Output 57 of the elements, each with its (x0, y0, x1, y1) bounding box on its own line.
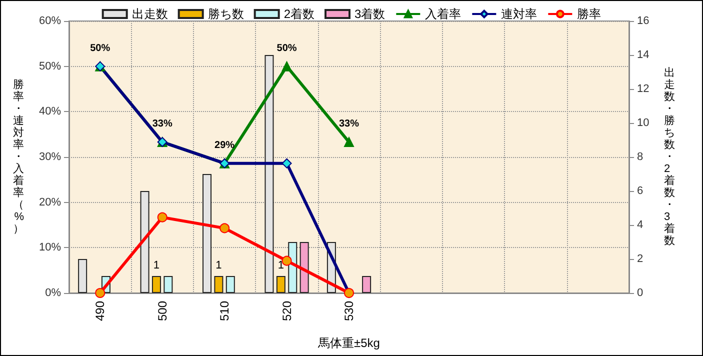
y2-tick-label: 2 (637, 253, 644, 265)
x-tick-label: 510 (218, 300, 232, 322)
bar (362, 276, 372, 293)
text: 勝率・連対率・入着率（%） (13, 79, 24, 235)
legend-label: 勝率 (577, 7, 602, 21)
point (344, 137, 354, 148)
legend-label: 3着数 (354, 7, 386, 21)
bar (78, 259, 88, 293)
bar (164, 276, 173, 293)
y2-tick-label: 0 (637, 287, 644, 299)
point (157, 212, 168, 222)
x-tick-label: 530 (342, 300, 356, 322)
bar (140, 191, 150, 293)
y-tick-label: 0% (45, 287, 62, 299)
legend-label: 勝ち数 (208, 7, 244, 21)
point (282, 61, 292, 72)
data-label: 1 (278, 260, 284, 272)
x-tick-label: 500 (155, 300, 170, 322)
data-label: 1 (216, 260, 222, 272)
bar (300, 242, 309, 293)
legend-label: 入着率 (425, 7, 462, 21)
y2-tick-label: 10 (637, 117, 650, 129)
point (220, 223, 230, 234)
data-label: 33% (338, 118, 360, 130)
bar (202, 174, 212, 293)
y-tick-label: 30% (38, 151, 62, 163)
legend-label: 連対率 (501, 7, 538, 21)
x-axis-title: 馬体重±5kg (317, 336, 380, 350)
data-label: 29% (214, 140, 235, 151)
y2-tick-label: 8 (637, 151, 644, 163)
text: 出走数・勝ち数・2着数・3着数 (664, 67, 675, 247)
x-tick-label: 490 (93, 300, 108, 322)
y-tick-label: 20% (38, 196, 62, 208)
y-tick-label: 40% (38, 106, 62, 118)
y2-tick-label: 6 (637, 185, 644, 197)
legend-label: 2着数 (284, 7, 315, 21)
y2-tick-label: 4 (637, 219, 644, 231)
y-tick-label: 10% (38, 242, 62, 254)
data-label: 50% (90, 42, 110, 54)
data-label: 1 (153, 260, 160, 272)
bar (226, 276, 235, 293)
y2-tick-label: 12 (637, 83, 650, 95)
y2-tick-label: 16 (637, 15, 650, 27)
bar (214, 276, 224, 293)
bar (264, 55, 274, 293)
y-tick-label: 50% (38, 60, 62, 72)
bar (276, 276, 286, 293)
y2-tick-label: 14 (637, 49, 650, 61)
data-label: 50% (276, 42, 297, 54)
bar (152, 276, 161, 293)
point (282, 256, 292, 266)
point (282, 158, 292, 168)
legend-label: 出走数 (132, 7, 168, 21)
point (95, 288, 106, 298)
data-label: 33% (152, 118, 172, 130)
x-tick-label: 520 (280, 300, 294, 322)
y-tick-label: 60% (38, 15, 62, 27)
